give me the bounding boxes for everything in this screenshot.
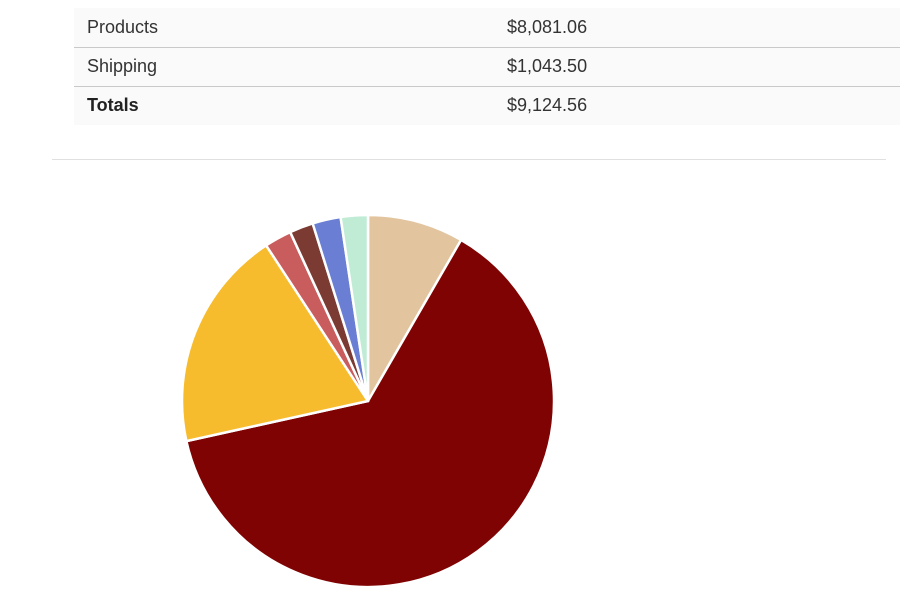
shipping-label: Shipping	[87, 56, 158, 76]
shipping-row: Shipping $1,043.50	[74, 47, 900, 86]
shipping-value: $1,043.50	[507, 56, 588, 76]
pie-chart	[168, 200, 568, 600]
pie-slice-2[interactable]	[185, 238, 556, 589]
section-divider	[52, 159, 886, 160]
pie-slice-7[interactable]	[339, 213, 370, 403]
products-row: Products $8,081.06	[74, 8, 900, 47]
order-totals-table: Products $8,081.06 Shipping $1,043.50 To…	[74, 8, 900, 125]
products-label: Products	[87, 16, 159, 37]
totals-row: Totals $9,124.56	[74, 86, 900, 125]
pie-slice-1[interactable]	[366, 213, 463, 403]
pie-chart-svg	[180, 213, 556, 589]
pie-slice-3[interactable]	[180, 244, 370, 443]
totals-label: Totals	[87, 95, 139, 116]
totals-value: $9,124.56	[507, 95, 588, 116]
products-value: $8,081.06	[507, 16, 588, 37]
